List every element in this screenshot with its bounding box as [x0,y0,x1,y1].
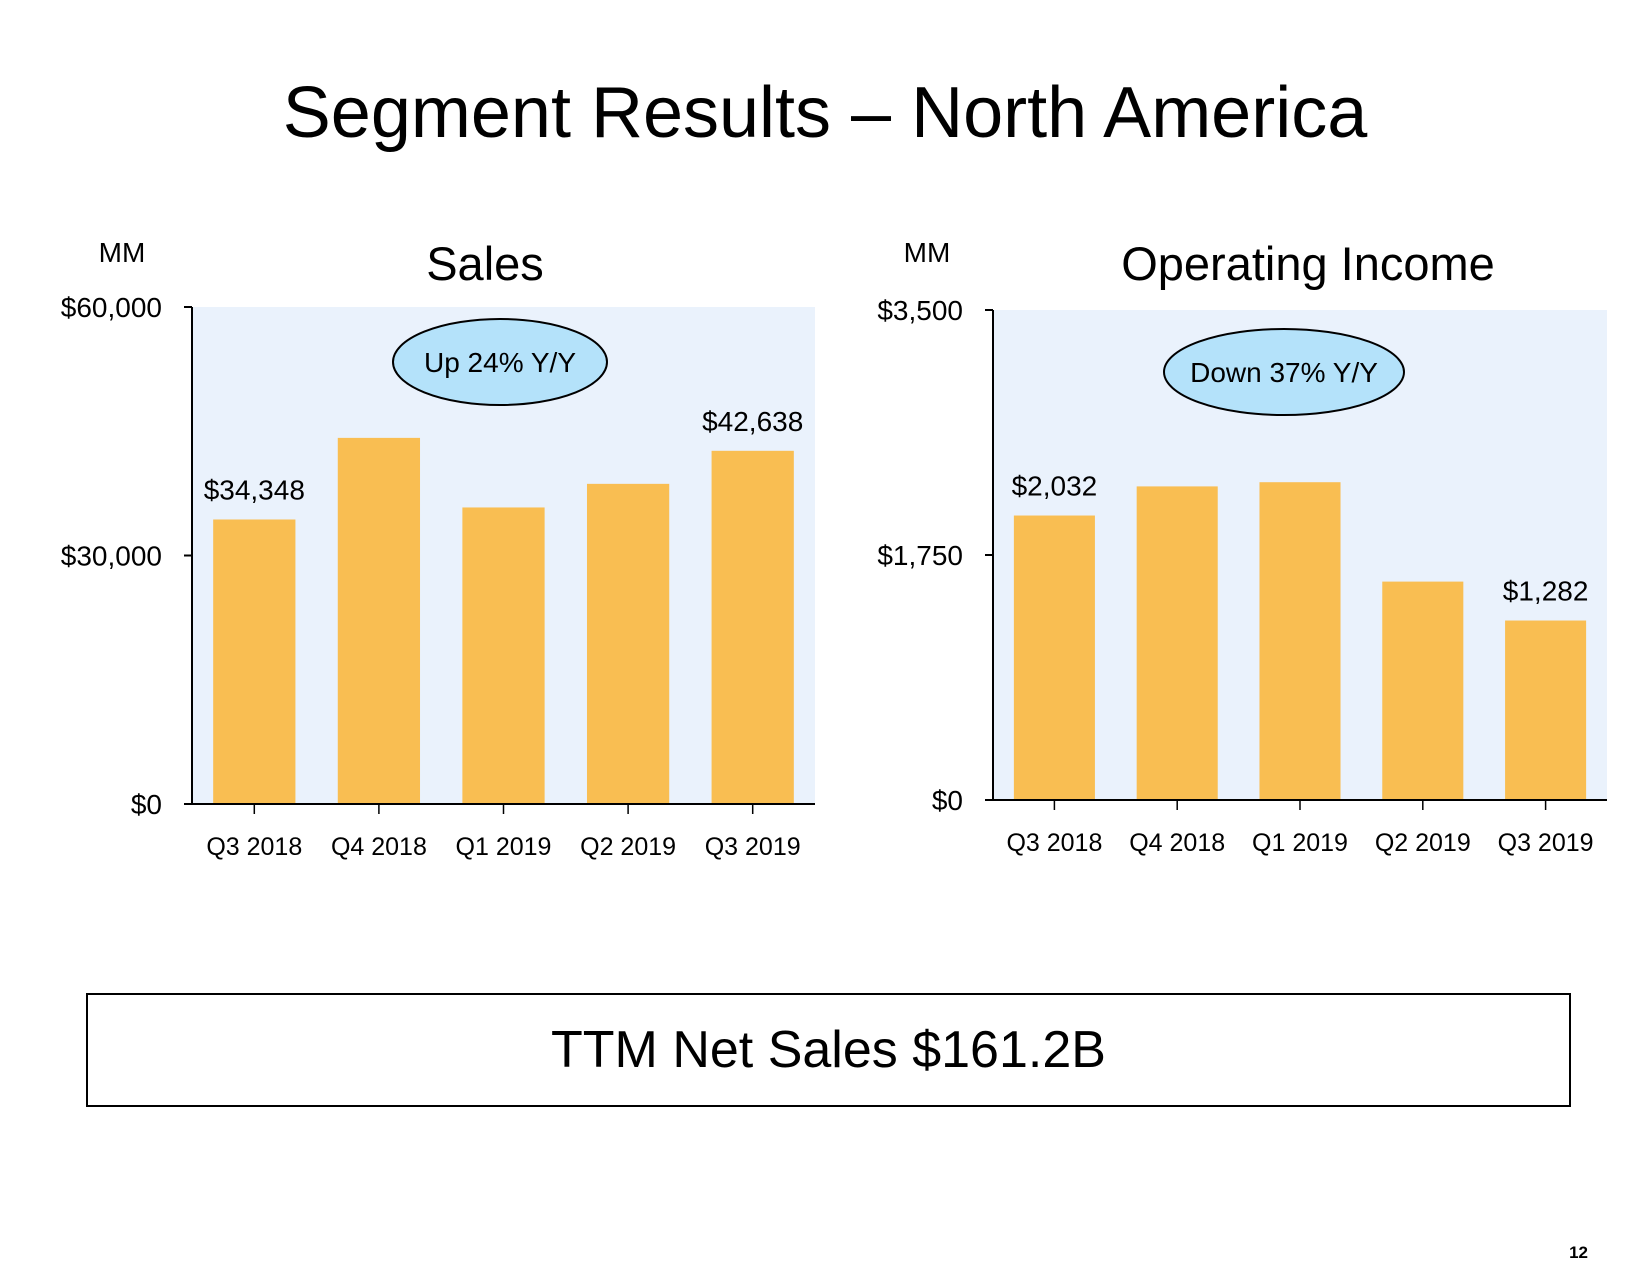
sales-x-tick-label: Q1 2019 [456,833,552,861]
ttm-net-sales-text: TTM Net Sales $161.2B [551,1021,1106,1079]
operating-income-x-tick-label: Q1 2019 [1252,829,1348,857]
operating-income-y-tick-label: $0 [932,785,963,816]
operating-income-bar-4 [1382,581,1464,800]
operating-income-bar-2 [1136,486,1218,800]
sales-y-tick-label: $60,000 [61,292,162,323]
sales-bar-1 [213,519,296,804]
sales-unit-label: MM [99,237,146,268]
sales-bar-2 [337,437,421,804]
sales-bar-5 [711,450,794,804]
sales-x-tick-label: Q2 2019 [580,833,676,861]
operating-income-x-tick-label: Q2 2019 [1375,829,1471,857]
operating-income-y-tick-label: $1,750 [877,540,963,571]
operating-income-bar-5 [1505,620,1587,800]
operating-income-bar-1 [1013,515,1095,800]
sales-bar-4 [586,483,670,804]
operating-income-x-tick-label: Q3 2019 [1498,829,1594,857]
sales-callout-ellipse [392,318,608,406]
operating-income-callout-text: Down 37% Y/Y [1190,357,1378,388]
operating-income-x-tick-label: Q3 2018 [1006,829,1102,857]
sales-data-label: $42,638 [702,406,803,437]
operating-income-data-label: $1,282 [1503,576,1589,607]
operating-income-y-tick-label: $3,500 [877,295,963,326]
operating-income-bar-3 [1259,482,1341,800]
sales-x-tick-label: Q3 2018 [206,833,302,861]
page-number: 12 [1569,1243,1588,1262]
sales-y-tick-label: $0 [131,789,162,820]
sales-x-tick-label: Q3 2019 [705,833,801,861]
operating-income-unit-label: MM [904,237,951,268]
page-title: Segment Results – North America [282,73,1368,153]
sales-y-tick-label: $30,000 [61,541,162,572]
ttm-net-sales-box: TTM Net Sales $161.2B [86,993,1571,1107]
sales-callout-text: Up 24% Y/Y [424,347,576,378]
operating-income-chart-title: Operating Income [1121,237,1495,290]
sales-x-tick-label: Q4 2018 [331,833,427,861]
sales-bar-3 [462,507,545,804]
sales-data-label: $34,348 [204,474,305,505]
operating-income-callout-ellipse [1163,328,1405,416]
sales-chart-title: Sales [426,237,544,290]
operating-income-x-tick-label: Q4 2018 [1129,829,1225,857]
operating-income-data-label: $2,032 [1012,471,1098,502]
